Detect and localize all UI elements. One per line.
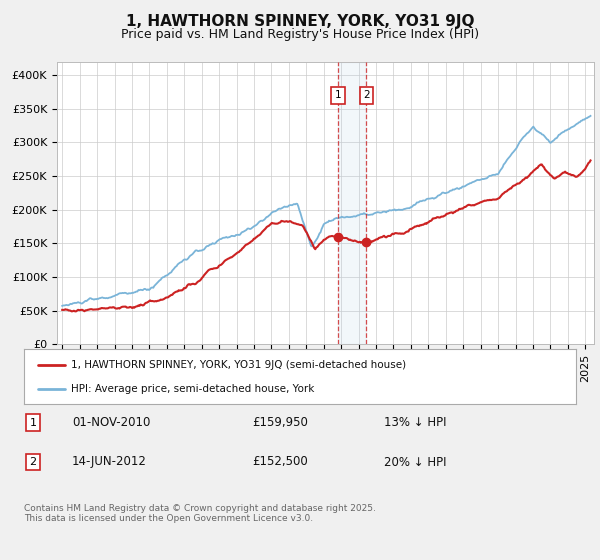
Text: 1, HAWTHORN SPINNEY, YORK, YO31 9JQ (semi-detached house): 1, HAWTHORN SPINNEY, YORK, YO31 9JQ (sem…: [71, 360, 406, 370]
Text: 2: 2: [363, 90, 370, 100]
Text: 20% ↓ HPI: 20% ↓ HPI: [384, 455, 446, 469]
Text: 1: 1: [29, 418, 37, 428]
Text: Price paid vs. HM Land Registry's House Price Index (HPI): Price paid vs. HM Land Registry's House …: [121, 28, 479, 41]
Text: 01-NOV-2010: 01-NOV-2010: [72, 416, 151, 430]
Text: £159,950: £159,950: [252, 416, 308, 430]
Text: £152,500: £152,500: [252, 455, 308, 469]
Text: HPI: Average price, semi-detached house, York: HPI: Average price, semi-detached house,…: [71, 384, 314, 394]
Text: Contains HM Land Registry data © Crown copyright and database right 2025.
This d: Contains HM Land Registry data © Crown c…: [24, 504, 376, 524]
Bar: [338, 62, 367, 344]
Text: 1, HAWTHORN SPINNEY, YORK, YO31 9JQ: 1, HAWTHORN SPINNEY, YORK, YO31 9JQ: [126, 14, 474, 29]
Text: 2: 2: [29, 457, 37, 467]
Text: 1: 1: [335, 90, 341, 100]
Text: 13% ↓ HPI: 13% ↓ HPI: [384, 416, 446, 430]
Text: 14-JUN-2012: 14-JUN-2012: [72, 455, 147, 469]
